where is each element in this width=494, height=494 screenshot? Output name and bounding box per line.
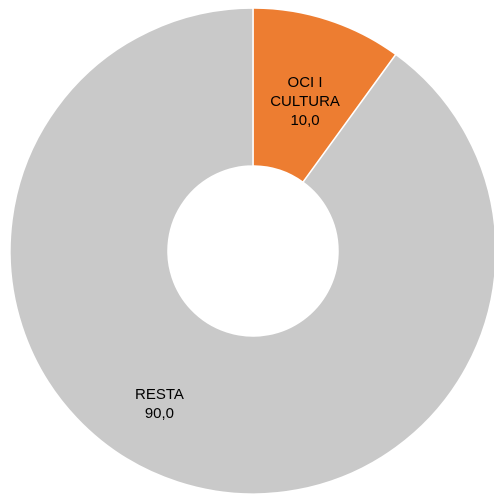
data-label-value: 10,0 <box>290 112 319 129</box>
data-label-category: RESTA <box>135 386 184 403</box>
donut-slice-oci-i-cultura <box>252 7 397 184</box>
data-label-category: OCI I <box>288 74 323 91</box>
data-label-resta: RESTA 90,0 <box>135 386 184 422</box>
data-label-value: 90,0 <box>145 405 174 422</box>
data-label-oci-i-cultura: OCI I CULTURA 10,0 <box>270 74 340 129</box>
donut-slice-resta <box>9 7 494 494</box>
data-label-category: CULTURA <box>270 93 340 110</box>
